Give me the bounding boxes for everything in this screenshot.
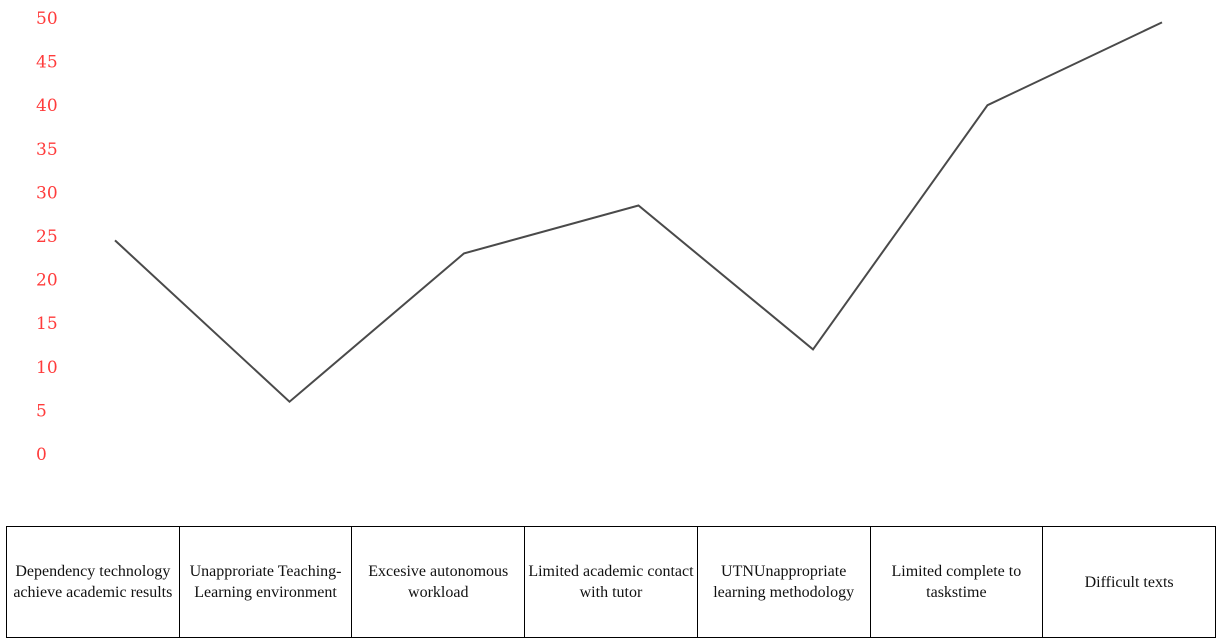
y-tick-label: 5 <box>36 401 47 421</box>
category-label: UTNUnappropriate learning methodology <box>696 526 871 638</box>
series <box>114 21 1163 404</box>
series-line <box>114 21 1163 404</box>
y-tick-label: 15 <box>36 314 58 334</box>
y-tick-label: 10 <box>36 358 58 378</box>
y-axis: 0 5 10 15 20 25 30 35 40 45 50 <box>36 9 58 465</box>
category-label: Excesive autonomous workload <box>351 526 526 638</box>
category-label: Difficult texts <box>1042 526 1216 638</box>
y-tick-label: 30 <box>36 183 58 203</box>
y-tick-label: 40 <box>36 96 58 116</box>
y-tick-label: 50 <box>36 9 58 29</box>
category-label: Limited complete to taskstime <box>869 526 1044 638</box>
category-label: Dependency technology achieve academic r… <box>6 526 180 638</box>
y-tick-label: 20 <box>36 271 58 291</box>
line-chart: 0 5 10 15 20 25 30 35 40 45 50 <box>36 9 1163 465</box>
category-label: Limited academic contact with tutor <box>524 526 698 638</box>
category-table: Dependency technology achieve academic r… <box>6 526 1216 638</box>
y-tick-label: 0 <box>36 445 47 465</box>
y-tick-label: 25 <box>36 227 58 247</box>
category-label: Unapproriate Teaching-Learning environme… <box>178 526 353 638</box>
y-tick-label: 45 <box>36 53 58 73</box>
y-tick-label: 35 <box>36 140 58 160</box>
category-row: Dependency technology achieve academic r… <box>6 526 1216 638</box>
